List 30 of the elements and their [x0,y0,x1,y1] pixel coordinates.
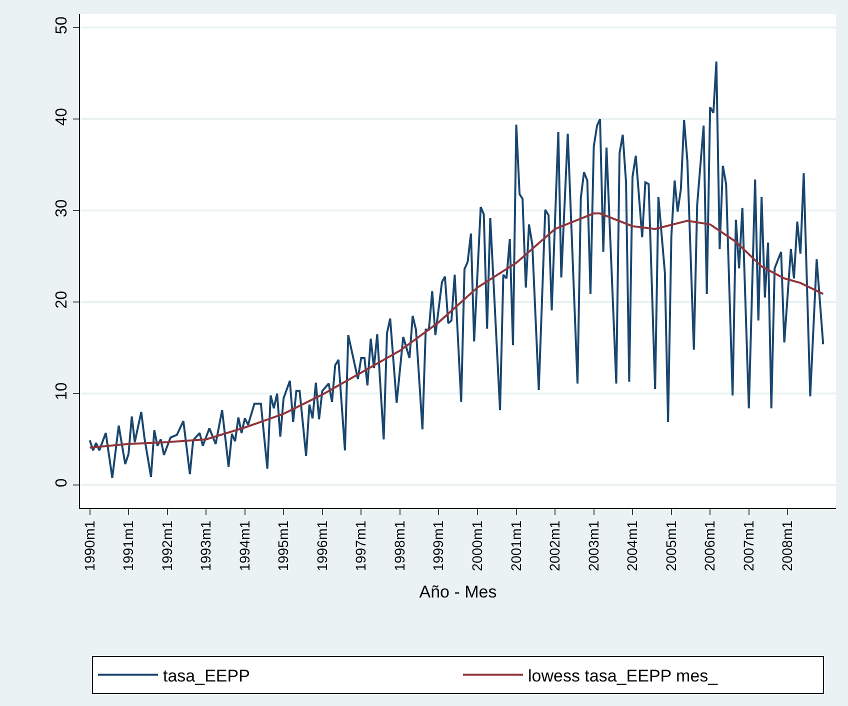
line-series [88,60,824,479]
y-tick-label: 40 [54,108,71,126]
y-tick-label: 20 [54,290,71,309]
x-tick-label: 2004m1 [624,520,640,572]
x-tick-label: 1991m1 [120,520,136,572]
x-tick-label: 1998m1 [391,520,408,572]
x-tick-label: 2007m1 [740,520,756,572]
line-series [88,212,824,449]
x-tick-label: 2000m1 [468,520,485,572]
x-tick-label: 1996m1 [314,520,330,572]
x-axis-title: Año - Mes [419,582,497,602]
x-tick-label: 2005m1 [662,520,679,572]
y-tick-label: 0 [54,478,71,488]
y-tick-label: 30 [54,199,71,218]
x-tick-label: 2001m1 [508,520,524,572]
x-tick-label: 2002m1 [546,520,563,572]
y-tick-label: 10 [54,382,71,400]
x-tick-label: 2008m1 [779,520,796,572]
x-tick-label: 1993m1 [198,520,214,572]
y-tick-label: 50 [54,16,71,34]
x-tick-label: 1994m1 [236,520,252,572]
legend-label: tasa_EEPP [163,666,250,686]
x-tick-label: 1990m1 [81,520,98,572]
x-tick-label: 1999m1 [430,520,446,572]
x-tick-label: 1992m1 [158,520,175,572]
x-tick-label: 2003m1 [585,520,602,572]
x-tick-label: 1995m1 [275,520,292,572]
x-tick-label: 1997m1 [352,520,369,572]
x-tick-label: 2006m1 [702,520,718,572]
legend-label: lowess tasa_EEPP mes_ [528,666,718,686]
